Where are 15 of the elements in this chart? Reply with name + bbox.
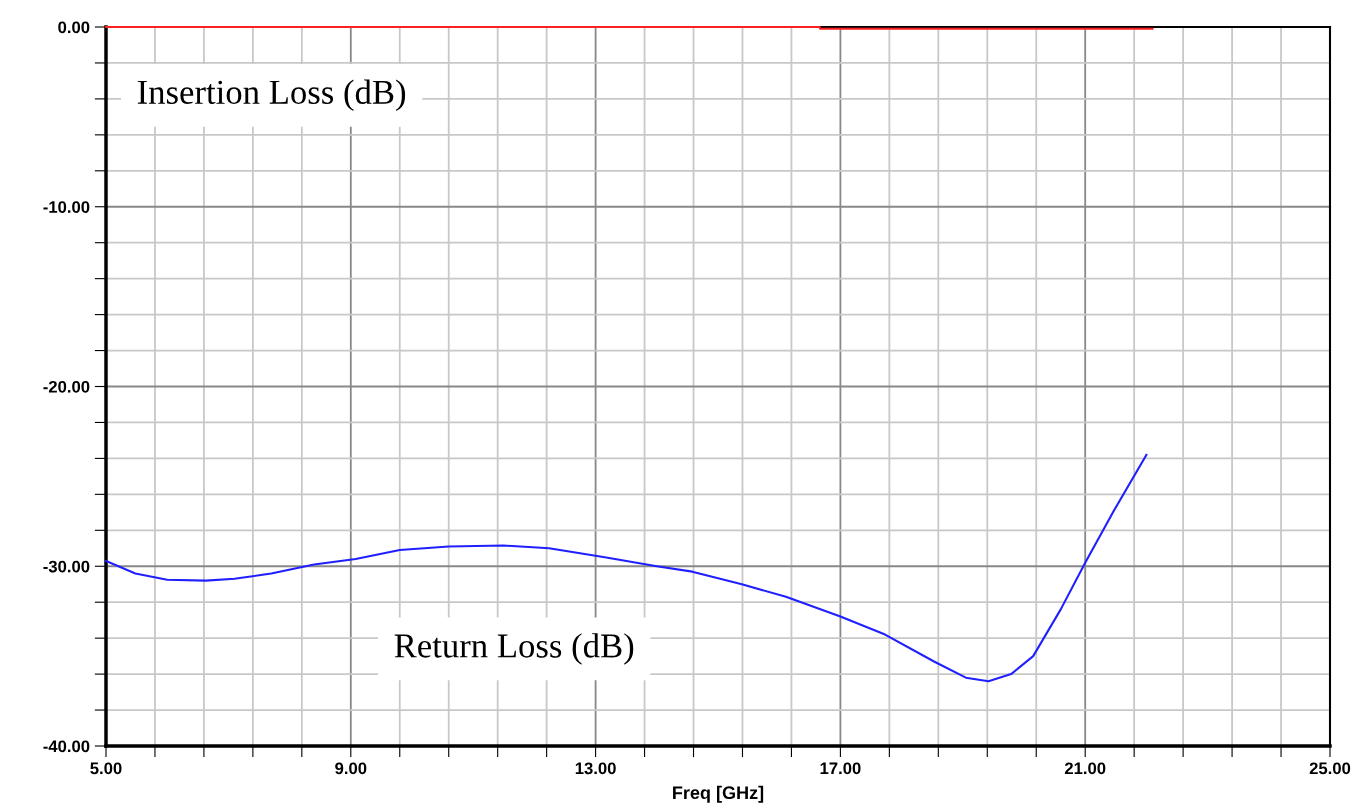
y-tick-label: 0.00 bbox=[58, 21, 90, 34]
x-axis-title: Freq [GHz] bbox=[673, 785, 764, 803]
annotation: Insertion Loss (dB) bbox=[137, 79, 406, 112]
annotation: Return Loss (dB) bbox=[394, 633, 634, 665]
x-tick-label: 9.00 bbox=[335, 762, 367, 775]
x-tick-label: 17.00 bbox=[820, 762, 861, 775]
x-tick-label: 13.00 bbox=[575, 762, 616, 775]
y-tick-label: -20.00 bbox=[43, 380, 90, 393]
y-tick-label: -30.00 bbox=[43, 560, 90, 573]
x-tick-label: 21.00 bbox=[1064, 762, 1106, 775]
x-tick-label: 25.00 bbox=[1309, 762, 1351, 775]
y-tick-label: -40.00 bbox=[43, 740, 90, 753]
x-tick-label: 5.00 bbox=[90, 762, 122, 775]
line-series bbox=[104, 453, 1148, 683]
y-tick-label: -10.00 bbox=[43, 201, 90, 213]
